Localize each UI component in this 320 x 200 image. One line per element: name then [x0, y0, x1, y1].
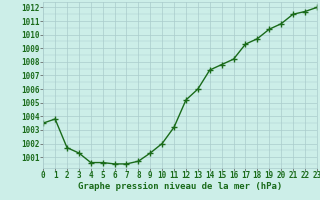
X-axis label: Graphe pression niveau de la mer (hPa): Graphe pression niveau de la mer (hPa) — [78, 182, 282, 191]
